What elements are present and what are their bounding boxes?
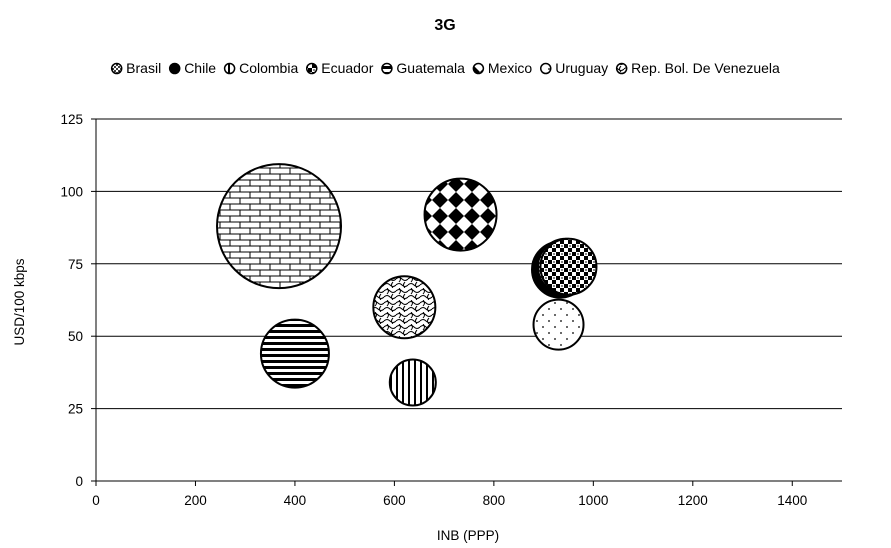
x-tick-label: 1200 xyxy=(678,493,708,508)
legend-marker-icon xyxy=(381,62,393,75)
legend-label: Guatemala xyxy=(396,60,465,76)
legend-label: Uruguay xyxy=(555,60,608,76)
x-tick-label: 600 xyxy=(383,493,406,508)
legend: Brasil Chile Colombia Ecuador Guatemala Mexic… xyxy=(110,60,780,76)
legend-item-colombia: Colombia xyxy=(223,60,298,76)
legend-marker-icon xyxy=(472,62,485,75)
legend-marker-icon xyxy=(110,62,123,75)
x-tick-label: 0 xyxy=(92,493,100,508)
y-axis-ticks: 0 25 50 75 100 125 xyxy=(60,112,96,489)
legend-label: Colombia xyxy=(239,60,298,76)
legend-item-ecuador: Ecuador xyxy=(305,60,374,76)
legend-marker-icon xyxy=(223,62,236,75)
x-tick-label: 1400 xyxy=(777,493,807,508)
y-tick-label: 0 xyxy=(75,474,83,489)
x-tick-label: 200 xyxy=(184,493,207,508)
legend-marker-icon xyxy=(168,62,181,75)
legend-marker-icon xyxy=(615,62,628,75)
bubble-unlabeled xyxy=(216,163,343,290)
legend-label: Mexico xyxy=(488,60,533,76)
legend-label: Rep. Bol. De Venezuela xyxy=(631,60,780,76)
y-tick-label: 25 xyxy=(68,402,83,417)
x-tick-label: 1000 xyxy=(578,493,608,508)
x-tick-label: 800 xyxy=(483,493,506,508)
bubble-uruguay xyxy=(532,298,585,351)
legend-item-mexico: Mexico xyxy=(472,60,533,76)
chart-title: 3G xyxy=(434,17,455,34)
legend-item-rep-bol-de-venezuela: Rep. Bol. De Venezuela xyxy=(615,60,780,76)
legend-marker-icon xyxy=(539,62,552,75)
y-tick-label: 100 xyxy=(60,184,83,199)
legend-item-chile: Chile xyxy=(168,60,216,76)
legend-item-brasil: Brasil xyxy=(110,60,161,76)
legend-marker-icon xyxy=(305,62,318,75)
bubble-rep-bol-de-venezuela xyxy=(372,275,437,340)
bubble-guatemala xyxy=(259,318,330,389)
bubble-colombia xyxy=(388,358,437,407)
bubbles xyxy=(216,163,598,407)
bubble-ecuador xyxy=(539,237,598,296)
x-tick-label: 400 xyxy=(284,493,307,508)
legend-label: Chile xyxy=(184,60,216,76)
legend-item-uruguay: Uruguay xyxy=(539,60,608,76)
x-axis-ticks: 0 200 400 600 800 1000 1200 1400 xyxy=(92,481,807,508)
legend-item-guatemala: Guatemala xyxy=(381,60,465,76)
y-tick-label: 50 xyxy=(68,329,83,344)
y-tick-label: 125 xyxy=(60,112,83,127)
gridlines xyxy=(96,118,842,410)
legend-label: Brasil xyxy=(126,60,161,76)
bubble-mexico xyxy=(423,177,498,252)
y-tick-label: 75 xyxy=(68,257,83,272)
plot-area: 0 200 400 600 800 1000 1200 1400 0 25 50 75 100 125 xyxy=(60,112,842,508)
x-axis-label: INB (PPP) xyxy=(437,528,499,543)
legend-label: Ecuador xyxy=(321,60,373,76)
y-axis-label: USD/100 kbps xyxy=(12,258,27,345)
